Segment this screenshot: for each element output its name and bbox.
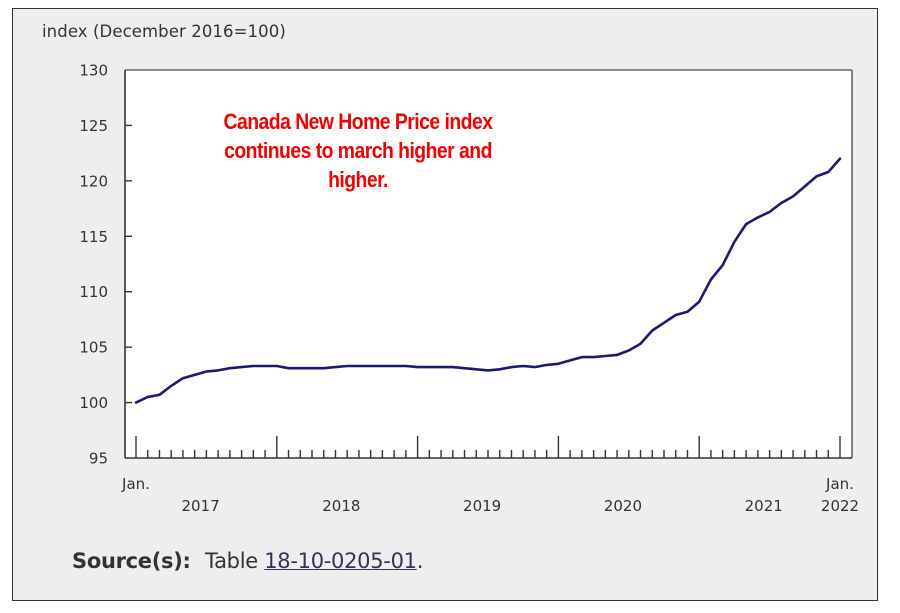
x-tick-label: 2020 [604,497,642,515]
source-note: Source(s): Table 18-10-0205-01. [72,549,423,573]
source-label: Source(s): [72,549,191,573]
y-tick-label: 120 [79,172,108,190]
chart-annotation: Canada New Home Price index continues to… [205,107,511,194]
y-axis-unit-label: index (December 2016=100) [42,22,286,41]
y-tick-label: 130 [79,62,108,80]
x-tick-label: 2018 [322,497,360,515]
y-axis: 95 100 105 110 115 120 125 130 [79,62,132,468]
source-table-link[interactable]: 18-10-0205-01 [264,549,417,573]
x-tick-label: 2019 [463,497,501,515]
plot-area [125,70,852,458]
x-tick-label: Jan. [121,475,150,493]
x-tick-label: 2017 [181,497,219,515]
source-prefix: Table [205,549,258,573]
y-tick-label: 115 [79,228,108,246]
annotation-line-1: Canada New Home Price index [223,109,493,134]
x-tick-label: Jan. [825,475,854,493]
y-tick-label: 110 [79,283,108,301]
series-line-new-housing-price-index [134,157,842,404]
y-tick-label: 100 [79,394,108,412]
annotation-line-2: continues to march higher and [224,138,492,163]
x-tick-label: 2021 [745,497,783,515]
x-axis: Jan. 2017 2018 2019 2020 2021 Jan. 2022 [121,436,859,515]
x-tick-label: 2022 [821,497,859,515]
y-tick-label: 125 [79,117,108,135]
annotation-line-3: higher. [328,167,388,192]
y-tick-label: 95 [89,450,108,468]
y-tick-label: 105 [79,339,108,357]
source-suffix: . [416,549,424,573]
